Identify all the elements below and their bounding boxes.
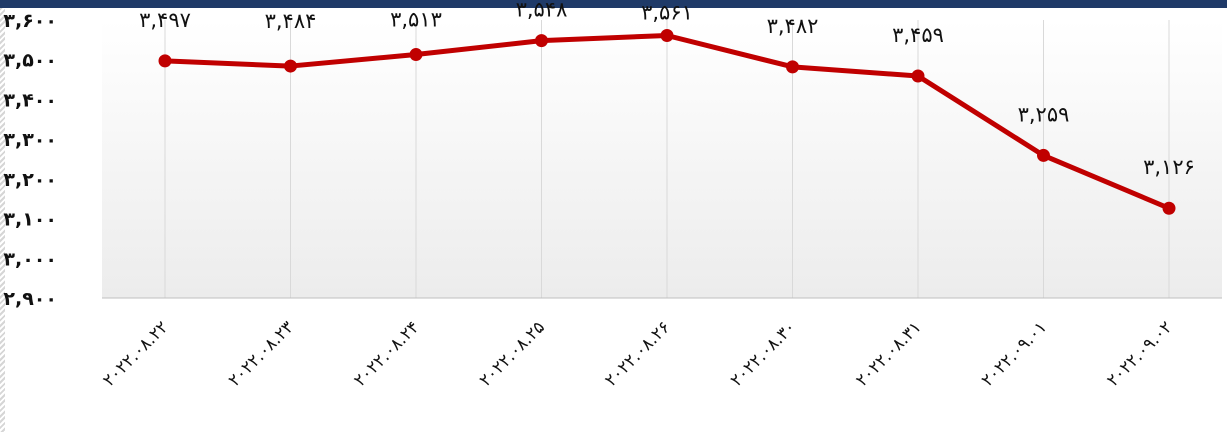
data-point [1162,201,1176,215]
y-tick-label: ۳,۰۰۰ [3,248,57,270]
series-points [158,28,1176,215]
data-label: ۳,۵۱۳ [390,8,442,32]
data-point [786,60,799,74]
y-tick-label: ۳,۵۰۰ [3,50,57,72]
x-tick-label: ۲۰۲۲.۰۸.۲۳ [225,317,298,390]
data-point [535,34,548,48]
y-tick-label: ۳,۶۰۰ [3,10,57,32]
header-bar [0,0,1227,8]
y-tick-label: ۳,۳۰۰ [3,129,57,151]
data-labels: ۳,۴۹۷ ۳,۴۸۴ ۳,۵۱۳ ۳,۵۴۸ ۳,۵۶۱ ۳,۴۸۲ ۳,۴۵۹ ۳,۲۵۹… [139,0,1195,179]
data-point [911,69,925,83]
y-tick-label: ۳,۲۰۰ [3,169,57,191]
x-tick-label: ۲۰۲۲.۰۸.۲۶ [601,317,674,390]
x-tick-label: ۲۰۲۲.۰۸.۲۵ [476,317,549,390]
data-label: ۳,۴۵۹ [892,23,944,47]
y-tick-label: ۲,۹۰۰ [3,288,57,310]
y-tick-label: ۳,۴۰۰ [3,89,57,111]
x-axis: ۲۰۲۲.۰۸.۲۲ ۲۰۲۲.۰۸.۲۳ ۲۰۲۲.۰۸.۲۴ ۲۰۲۲.۰۸.۲۵… [99,317,1176,390]
left-edge-pattern [0,8,5,432]
x-tick-label: ۲۰۲۲.۰۹.۰۱ [978,317,1051,390]
data-label: ۳,۵۴۸ [516,0,568,22]
y-tick-label: ۳,۱۰۰ [3,209,57,231]
data-label: ۳,۴۸۲ [767,14,819,38]
x-tick-label: ۲۰۲۲.۰۹.۰۲ [1103,317,1176,390]
data-point [409,48,423,62]
data-label: ۳,۲۵۹ [1018,102,1070,126]
x-tick-label: ۲۰۲۲.۰۸.۳۰ [727,317,800,390]
x-tick-label: ۲۰۲۲.۰۸.۳۱ [852,317,925,390]
data-label: ۳,۱۲۶ [1143,155,1195,179]
data-point [284,59,297,73]
data-label: ۳,۴۹۷ [139,8,191,32]
data-point [1037,148,1050,162]
x-tick-label: ۲۰۲۲.۰۸.۲۴ [350,317,423,390]
data-label: ۳,۵۶۱ [641,0,693,24]
data-point [660,28,674,42]
data-point [158,54,172,68]
x-tick-label: ۲۰۲۲.۰۸.۲۲ [99,317,172,390]
y-axis: ۲,۹۰۰ ۳,۰۰۰ ۳,۱۰۰ ۳,۲۰۰ ۳,۳۰۰ ۳,۴۰۰ ۳,۵۰۰ ۳,۶۰۰ [3,10,57,310]
data-label: ۳,۴۸۴ [265,9,317,33]
